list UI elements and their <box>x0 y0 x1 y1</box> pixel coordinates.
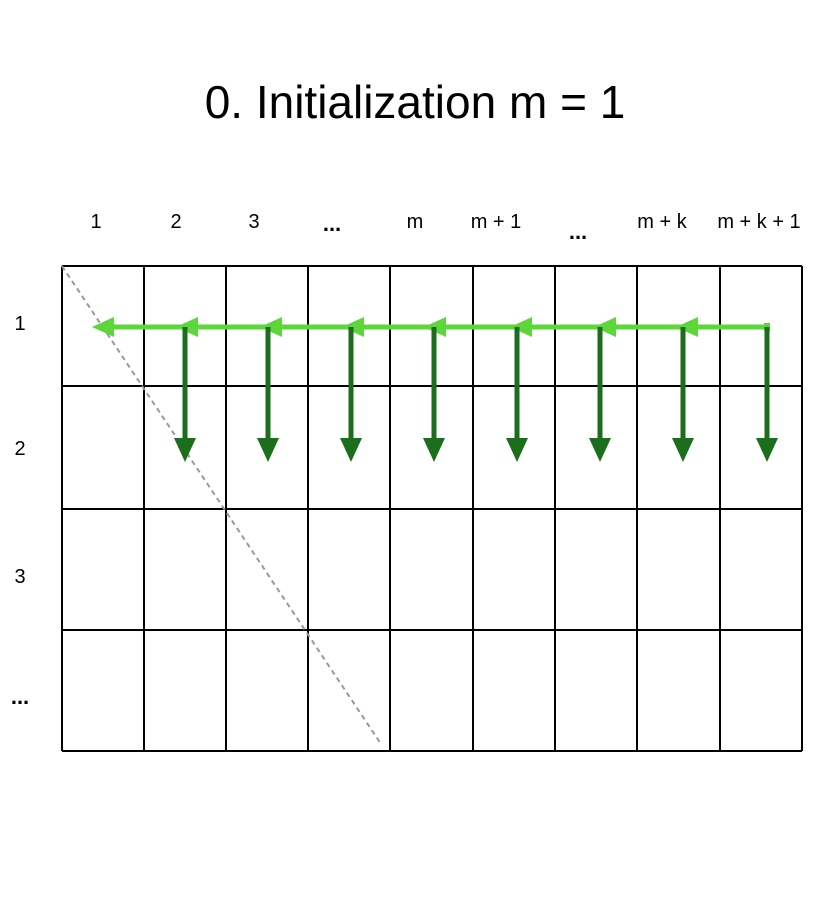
column-label: ... <box>568 219 588 244</box>
column-label: m + k <box>637 211 687 233</box>
arrow-head-left <box>676 317 698 337</box>
row-label: ... <box>10 684 30 709</box>
arrow-head-left <box>260 317 282 337</box>
arrow-head-down <box>174 438 196 462</box>
arrow-head-left <box>92 317 114 337</box>
arrow-head-down <box>423 438 445 462</box>
diagram-title: 0. Initialization m = 1 <box>204 76 626 128</box>
matrix-grid <box>61 265 803 752</box>
column-label: m + 1 <box>470 211 522 233</box>
diagonal-dashed-line <box>61 265 382 745</box>
horizontal-arrow-chain <box>92 317 770 337</box>
column-label: ... <box>322 211 342 236</box>
arrow-head-down <box>340 438 362 462</box>
column-label: m <box>406 211 424 233</box>
column-label: 2 <box>170 211 182 233</box>
arrow-head-down <box>756 438 778 462</box>
arrow-head-left <box>594 317 616 337</box>
arrow-head-down <box>672 438 694 462</box>
column-label: m + k + 1 <box>717 211 801 233</box>
row-label: 1 <box>14 313 26 335</box>
row-label: 3 <box>14 566 26 588</box>
vertical-arrows <box>174 327 778 462</box>
arrow-head-down <box>506 438 528 462</box>
column-label: 1 <box>90 211 102 233</box>
row-label: 2 <box>14 438 26 460</box>
arrow-head-down <box>257 438 279 462</box>
column-label: 3 <box>248 211 260 233</box>
arrow-head-down <box>589 438 611 462</box>
arrow-head-left <box>510 317 532 337</box>
